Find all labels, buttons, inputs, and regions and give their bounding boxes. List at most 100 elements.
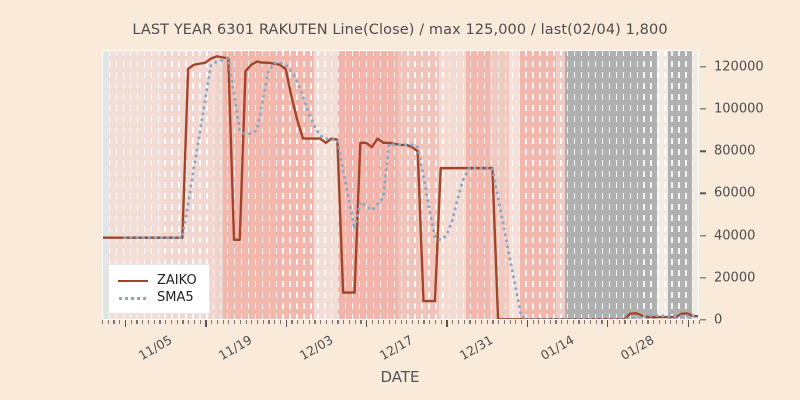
grid-line-v (261, 50, 264, 320)
x-tick-mark-minor (411, 320, 414, 324)
grid-line-v (615, 50, 618, 320)
y-tick-label: 20000 (714, 270, 756, 286)
y-tick-mark (700, 277, 706, 279)
x-tick-mark-minor (521, 320, 523, 324)
grid-line-v (594, 50, 597, 320)
x-tick-mark-minor (549, 320, 551, 324)
x-tick-mark-minor (348, 320, 351, 324)
x-tick-mark-minor (188, 320, 190, 324)
grid-line-v (199, 50, 201, 320)
grid-line-v (303, 50, 305, 320)
x-tick-mark-minor (245, 320, 247, 324)
x-tick-mark-minor (130, 320, 132, 324)
grid-line-v (289, 50, 291, 320)
x-tick-label: 12/17 (376, 332, 416, 364)
grid-line-v (129, 50, 132, 320)
x-tick-label: 12/03 (296, 332, 336, 364)
grid-line-v (220, 50, 222, 320)
grid-line-v (115, 50, 118, 320)
x-tick-mark-minor (119, 320, 121, 324)
grid-line-v (553, 50, 555, 320)
x-tick-mark-minor (457, 320, 460, 324)
grid-line-v (567, 50, 569, 320)
y-tick-label: 40000 (714, 228, 756, 244)
x-tick-mark-minor (193, 320, 196, 324)
x-tick-mark-minor (406, 320, 408, 324)
y-tick-label: 100000 (714, 101, 764, 117)
grid-line-v (622, 50, 625, 320)
x-tick-mark-minor (383, 320, 385, 324)
grid-line-v (310, 50, 312, 320)
legend-swatch-solid (118, 275, 148, 287)
grid-line-v (324, 50, 326, 320)
background-band-17 (691, 50, 699, 320)
grid-line-v (587, 50, 590, 320)
x-tick-mark-minor (509, 320, 511, 324)
grid-line-v (483, 50, 486, 320)
x-tick-mark-minor (325, 320, 328, 324)
y-tick-mark (700, 319, 706, 321)
x-tick-label: 12/31 (457, 332, 496, 364)
x-tick-mark-major (285, 320, 287, 327)
x-tick-mark-minor (503, 320, 505, 324)
x-tick-mark-minor (532, 320, 534, 324)
x-tick-mark-minor (475, 320, 477, 324)
x-tick-mark-major (446, 320, 448, 327)
x-tick-mark-minor (234, 320, 236, 324)
grid-line-v (122, 50, 125, 320)
grid-line-v (532, 50, 534, 320)
y-tick-label: 0 (714, 312, 723, 328)
x-tick-mark-minor (394, 320, 396, 324)
x-tick-mark-minor (601, 320, 603, 324)
x-tick-label: 01/28 (617, 332, 657, 364)
x-tick-mark-minor (538, 320, 540, 324)
x-tick-mark-minor (469, 320, 471, 324)
background-band-4 (223, 50, 314, 320)
background-band-3 (216, 50, 224, 320)
x-tick-mark-major (607, 320, 609, 327)
x-tick-mark-minor (170, 320, 173, 324)
legend-item-zaiko: ZAIKO (118, 272, 197, 289)
grid-line-v (643, 50, 645, 320)
x-tick-mark-minor (107, 320, 109, 324)
grid-line-v (449, 50, 451, 320)
x-tick-mark-minor (544, 320, 546, 324)
grid-line-v (560, 50, 562, 320)
grid-line-v (226, 50, 229, 320)
x-tick-mark-minor (320, 320, 322, 324)
x-tick-mark-minor (440, 320, 442, 324)
grid-line-v (601, 50, 604, 320)
grid-line-v (518, 50, 520, 320)
grid-line-v (490, 50, 493, 320)
y-tick-label: 120000 (714, 59, 764, 75)
x-tick-mark-minor (676, 320, 678, 324)
x-tick-mark-minor (566, 320, 569, 324)
grid-line-v (692, 50, 694, 320)
x-tick-mark-minor (555, 320, 557, 324)
x-tick-mark-minor (480, 320, 483, 324)
grid-line-v (650, 50, 652, 320)
grid-line-v (192, 50, 194, 320)
grid-line-v (580, 50, 583, 320)
x-tick-mark-minor (423, 320, 425, 324)
x-tick-mark-minor (641, 320, 643, 324)
grid-line-v (268, 50, 270, 320)
y-tick-mark (700, 108, 706, 110)
x-tick-mark-minor (578, 320, 580, 324)
x-tick-mark-major (687, 320, 689, 327)
x-tick-mark-minor (618, 320, 620, 324)
grid-line-v (344, 50, 347, 320)
x-tick-mark-minor (463, 320, 465, 324)
grid-line-v (206, 50, 208, 320)
x-tick-label: 11/05 (135, 332, 175, 364)
grid-line-v (171, 50, 173, 320)
grid-line-v (469, 50, 472, 320)
x-tick-label: 11/19 (216, 332, 255, 364)
grid-line-v (511, 50, 513, 320)
grid-line-v (282, 50, 284, 320)
grid-line-v (400, 50, 402, 320)
grid-line-v (435, 50, 437, 320)
x-tick-mark-minor (262, 320, 264, 324)
y-tick-mark (700, 234, 706, 237)
grid-line-v (386, 50, 388, 320)
